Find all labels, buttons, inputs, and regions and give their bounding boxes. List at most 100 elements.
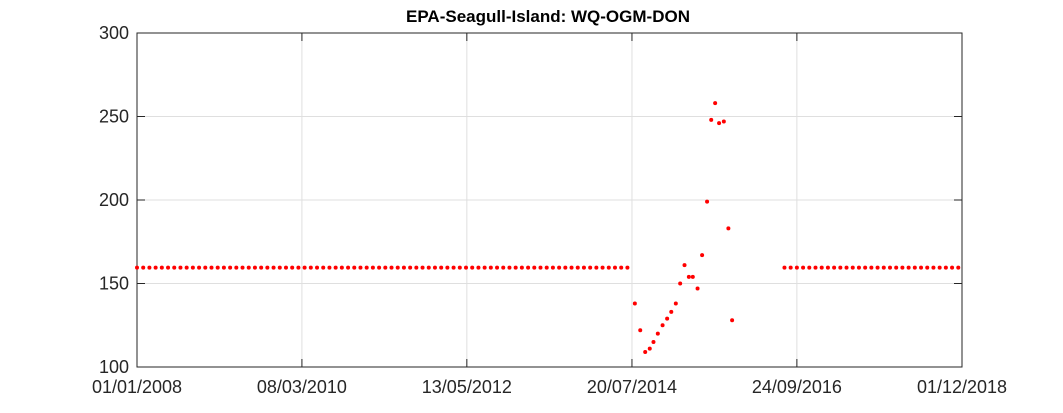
data-point (665, 316, 670, 321)
data-point (370, 265, 375, 270)
data-point (931, 265, 936, 270)
data-point (414, 265, 419, 270)
data-point (420, 265, 425, 270)
data-point (135, 265, 139, 270)
data-point (655, 331, 660, 336)
data-point (277, 265, 282, 270)
data-point (464, 265, 469, 270)
data-point (408, 265, 413, 270)
data-point (178, 265, 183, 270)
y-tick-label: 300 (99, 23, 129, 43)
data-point (925, 265, 930, 270)
data-point (439, 265, 444, 270)
data-point (906, 265, 911, 270)
data-point (197, 265, 202, 270)
data-point (321, 265, 326, 270)
data-point (327, 265, 332, 270)
data-point (426, 265, 431, 270)
data-point (643, 349, 648, 354)
data-point (581, 265, 586, 270)
data-point (869, 265, 874, 270)
data-point (825, 265, 830, 270)
data-point (215, 265, 220, 270)
data-point (813, 265, 818, 270)
data-point (550, 265, 555, 270)
data-point (651, 339, 656, 344)
data-point (678, 281, 683, 286)
data-point (395, 265, 400, 270)
data-point (358, 265, 363, 270)
data-point (863, 265, 868, 270)
data-point (538, 265, 543, 270)
data-point (495, 265, 500, 270)
data-point (721, 119, 726, 124)
data-point (660, 323, 665, 328)
data-point (588, 265, 593, 270)
data-point (203, 265, 208, 270)
data-point (296, 265, 301, 270)
data-point (563, 265, 568, 270)
data-point (838, 265, 843, 270)
y-tick-label: 250 (99, 107, 129, 127)
data-point (315, 265, 320, 270)
data-point (709, 117, 714, 122)
data-point (807, 265, 812, 270)
data-point (887, 265, 892, 270)
data-point (240, 265, 245, 270)
data-point (782, 265, 787, 270)
data-point (875, 265, 880, 270)
data-point (159, 265, 164, 270)
data-point (844, 265, 849, 270)
data-point (333, 265, 338, 270)
data-points (135, 101, 961, 354)
data-point (513, 265, 518, 270)
data-point (632, 301, 637, 306)
x-tick-label: 08/03/2010 (257, 377, 347, 397)
data-point (383, 265, 388, 270)
data-point (302, 265, 307, 270)
data-point (600, 265, 605, 270)
data-point (919, 265, 924, 270)
data-point (682, 263, 687, 268)
data-point (937, 265, 942, 270)
data-point (673, 301, 678, 306)
data-point (612, 265, 617, 270)
data-point (956, 265, 961, 270)
data-point (184, 265, 189, 270)
data-point (265, 265, 270, 270)
data-point (943, 265, 948, 270)
data-point (801, 265, 806, 270)
data-point (950, 265, 955, 270)
data-point (713, 101, 718, 106)
data-point (166, 265, 171, 270)
data-point (881, 265, 886, 270)
data-point (705, 199, 710, 204)
data-point (507, 265, 512, 270)
data-point (690, 274, 695, 279)
data-point (669, 309, 674, 314)
chart-title: EPA-Seagull-Island: WQ-OGM-DON (406, 7, 690, 26)
data-point (488, 265, 493, 270)
data-point (283, 265, 288, 270)
y-tick-label: 150 (99, 274, 129, 294)
data-point (900, 265, 905, 270)
data-point (308, 265, 313, 270)
data-point (700, 253, 705, 258)
data-point (352, 265, 357, 270)
data-point (153, 265, 158, 270)
data-point (346, 265, 351, 270)
data-point (476, 265, 481, 270)
data-point (819, 265, 824, 270)
x-axis-ticks: 01/01/2008 08/03/2010 13/05/2012 20/07/2014… (92, 33, 1007, 397)
y-tick-label: 100 (99, 357, 129, 377)
x-tick-label: 01/12/2018 (917, 377, 1007, 397)
data-point (575, 265, 580, 270)
data-point (364, 265, 369, 270)
data-point (569, 265, 574, 270)
data-point (401, 265, 406, 270)
data-point (147, 265, 152, 270)
data-point (850, 265, 855, 270)
y-axis-ticks: 100 150 200 250 300 (99, 23, 962, 377)
data-point (594, 265, 599, 270)
